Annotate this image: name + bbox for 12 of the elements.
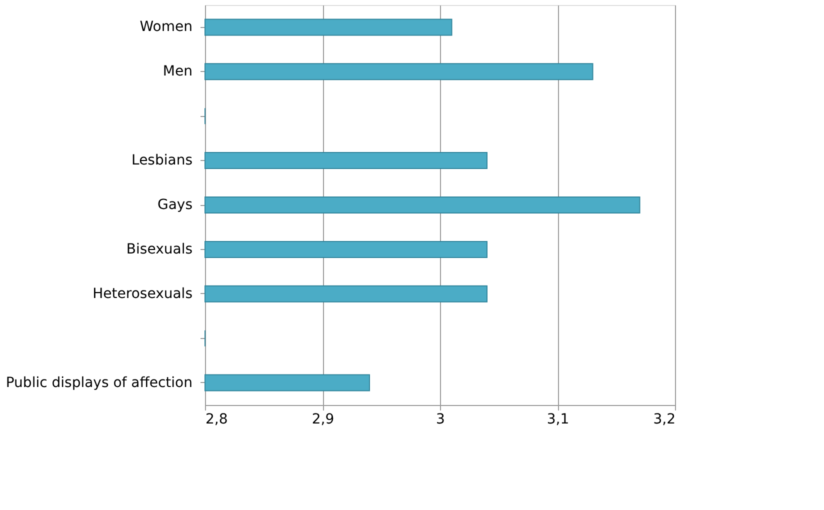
y-tick-label: Lesbians [132, 152, 192, 169]
x-tick-label: 3 [436, 412, 445, 428]
y-tick-label: Gays [157, 197, 192, 213]
x-tick-label: 2,9 [312, 412, 334, 428]
y-tick-label: Women [140, 19, 192, 36]
x-tick-label: 3,2 [653, 412, 676, 428]
y-tick-label: Bisexuals [126, 241, 192, 258]
y-tick-label: Public displays of affection [6, 374, 192, 391]
y-tick-label: Men [162, 64, 192, 80]
x-tick-label: 2,8 [206, 412, 228, 428]
y-tick-label: Heterosexuals [92, 286, 192, 302]
x-tick-label: 3,1 [546, 412, 570, 428]
